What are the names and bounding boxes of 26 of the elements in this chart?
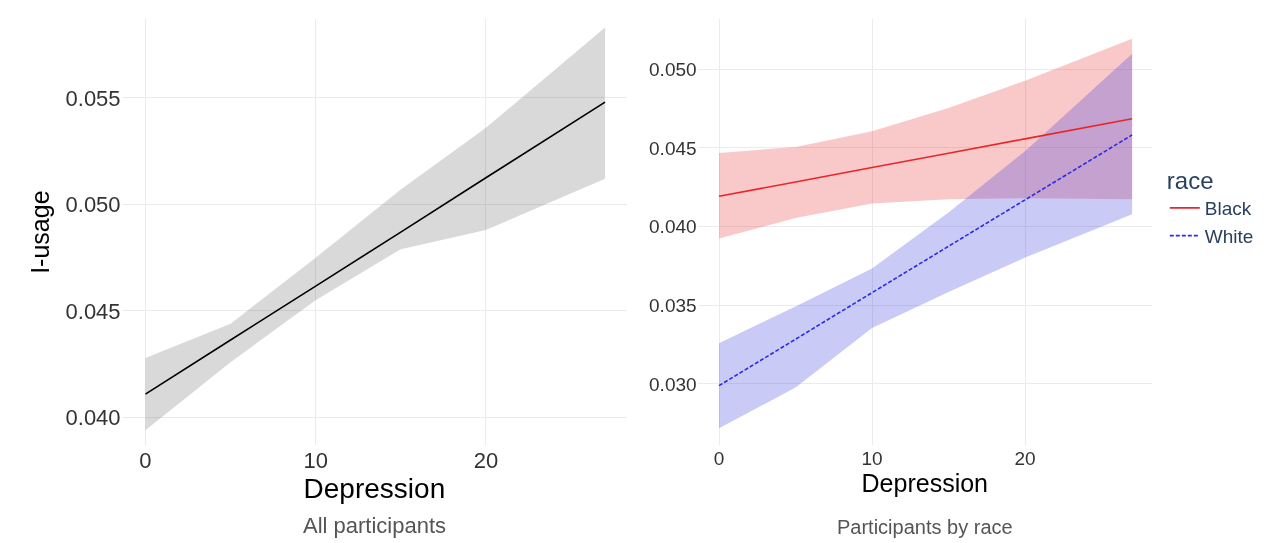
line-series xyxy=(144,101,606,395)
y-tick-label: 0.035 xyxy=(649,294,697,316)
y-tick-label: 0.050 xyxy=(649,58,697,80)
x-tick-label: 10 xyxy=(861,448,883,470)
x-tick-label: 20 xyxy=(1014,448,1036,470)
y-tick-label: 0.040 xyxy=(65,405,121,431)
y-tick-label: 0.055 xyxy=(65,85,121,111)
x-tick-label: 0 xyxy=(713,448,725,470)
text: All participants xyxy=(303,513,447,538)
legend-title: race xyxy=(1166,167,1214,195)
y-tick-label: 0.045 xyxy=(649,137,697,159)
legend-label: White xyxy=(1204,226,1254,247)
x-axis-title: Depression xyxy=(303,473,446,505)
line-series xyxy=(718,134,1133,387)
y-tick-label: 0.030 xyxy=(649,373,697,395)
y-tick-label: 0.040 xyxy=(649,216,697,238)
y-axis-title: I-usage xyxy=(26,190,55,274)
x-tick-label: 0 xyxy=(139,448,152,474)
y-tick-label: 0.050 xyxy=(65,192,121,218)
y-tick-label: 0.045 xyxy=(65,298,121,324)
line-series xyxy=(718,117,1133,198)
text: Participants by race xyxy=(837,516,1013,538)
legend-label: Black xyxy=(1204,198,1252,220)
x-tick-label: 20 xyxy=(473,448,499,474)
x-tick-label: 10 xyxy=(303,448,328,474)
x-axis-title: Depression xyxy=(861,469,989,498)
